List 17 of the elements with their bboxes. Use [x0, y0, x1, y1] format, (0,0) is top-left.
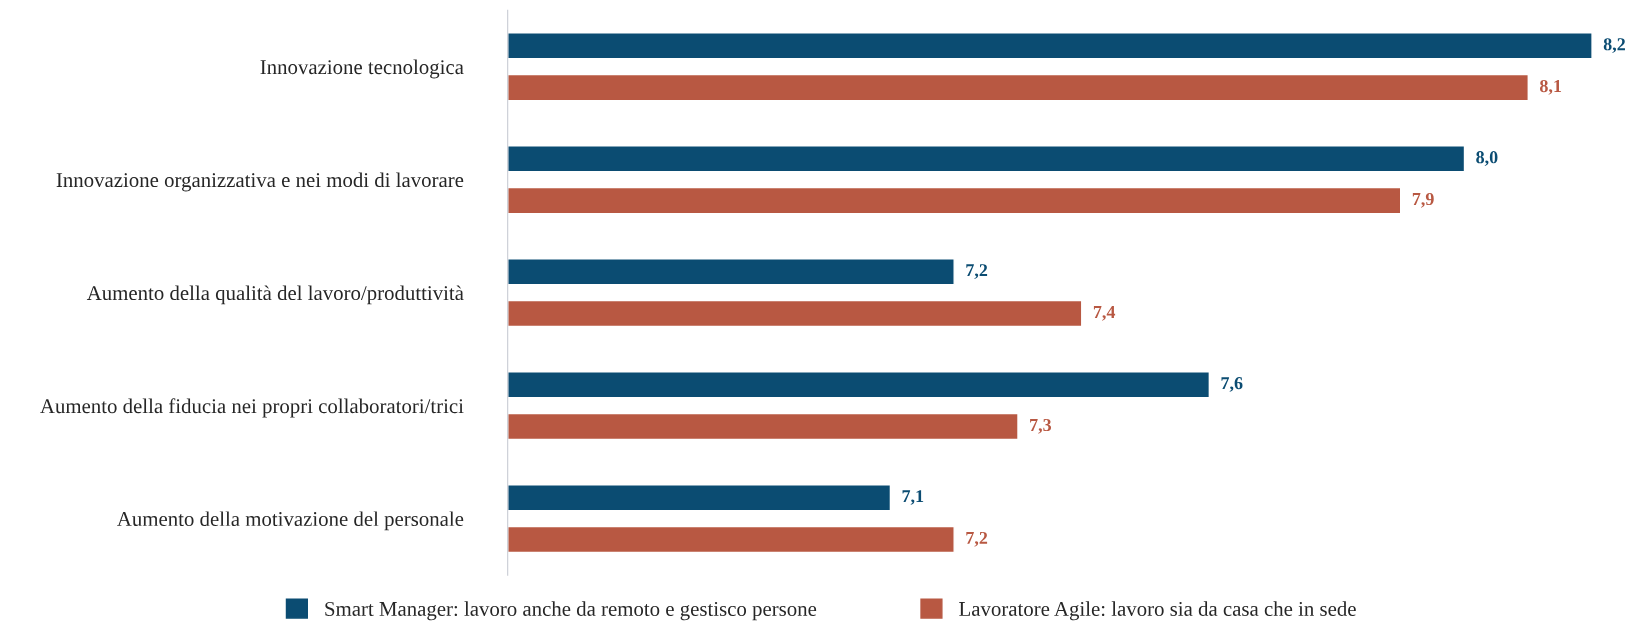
- y-tick-label: Innovazione tecnologica: [260, 59, 464, 79]
- data-label: 7,2: [966, 264, 988, 279]
- data-label: 8,2: [1603, 38, 1625, 53]
- y-tick-label: Aumento della fiducia nei propri collaboratori/trici: [40, 398, 464, 418]
- y-tick-label: Innovazione organizzativa e nei modi di lavorare: [56, 172, 464, 192]
- data-label: 8,0: [1476, 151, 1498, 166]
- data-label: 7,3: [1030, 418, 1052, 434]
- data-label: 7,1: [902, 490, 924, 505]
- data-label: 7,4: [1093, 306, 1116, 321]
- data-label: 7,6: [1221, 377, 1243, 392]
- legend-label: Smart Manager: lavoro anche da remoto e gestisco persone: [325, 601, 817, 621]
- y-tick-label: Aumento della qualità del lavoro/produttività: [86, 285, 464, 305]
- data-label: 7,2: [966, 531, 988, 547]
- y-tick-label: Aumento della motivazione del personale: [117, 511, 464, 531]
- data-label: 7,9: [1412, 192, 1434, 208]
- data-label: 8,1: [1539, 79, 1562, 95]
- legend-label: Lavoratore Agile: lavoro sia da casa che in sede: [959, 601, 1356, 621]
